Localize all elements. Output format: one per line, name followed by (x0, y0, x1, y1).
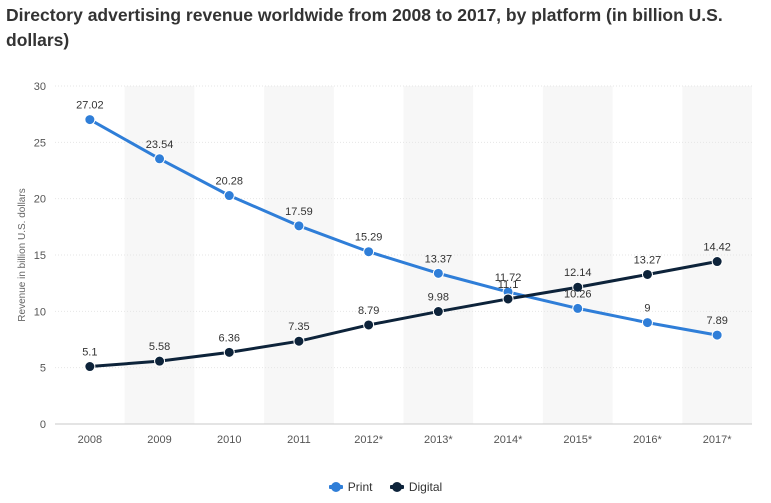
x-tick-label: 2011 (287, 434, 311, 446)
data-label-digital: 9.98 (428, 292, 449, 304)
series-line-digital (89, 260, 718, 369)
plot-band (682, 86, 752, 424)
legend-marker-digital (389, 482, 404, 492)
x-tick-label: 2008 (78, 434, 102, 446)
data-point-print[interactable] (293, 220, 305, 232)
data-point-digital[interactable] (223, 346, 235, 358)
legend-item-digital[interactable]: Digital (389, 480, 443, 494)
grid-lines (55, 85, 752, 425)
data-label-digital: 7.35 (288, 321, 309, 333)
x-tick-label: 2014* (494, 434, 523, 446)
y-tick-label: 20 (34, 194, 46, 206)
legend-label-digital: Digital (408, 480, 443, 494)
data-point-digital[interactable] (154, 355, 166, 367)
legend-marker-print (328, 482, 343, 492)
data-point-print[interactable] (572, 302, 584, 314)
y-tick-label: 15 (34, 250, 46, 262)
y-tick-label: 30 (34, 81, 46, 93)
series-lines (89, 118, 718, 369)
data-label-print: 23.54 (146, 139, 174, 151)
x-axis-ticks: 2008 2009 2010 2011 2012* 2013* 2014* 2015* 2016… (78, 434, 733, 446)
data-point-digital[interactable] (502, 293, 514, 305)
data-point-digital[interactable] (84, 361, 96, 373)
series-line-print (89, 118, 718, 337)
data-point-digital[interactable] (572, 281, 584, 293)
data-point-digital[interactable] (432, 306, 444, 318)
x-tick-label: 2015* (563, 434, 592, 446)
data-point-print[interactable] (432, 267, 444, 279)
data-label-digital: 5.1 (82, 347, 97, 359)
data-labels: 27.02 23.54 20.28 17.59 15.29 13.37 11.72 10.26… (76, 100, 731, 359)
data-label-print: 7.89 (706, 315, 727, 327)
data-label-digital: 12.14 (564, 267, 592, 279)
data-label-print: 27.02 (76, 100, 104, 112)
y-tick-label: 10 (34, 306, 46, 318)
x-tick-label: 2010 (217, 434, 241, 446)
data-label-print: 20.28 (215, 176, 243, 188)
data-point-digital[interactable] (293, 335, 305, 347)
data-point-print[interactable] (154, 153, 166, 165)
y-axis-label: Revenue in billion U.S. dollars (17, 188, 28, 321)
data-label-digital: 6.36 (219, 332, 240, 344)
data-point-digital[interactable] (641, 268, 653, 280)
x-tick-label: 2012* (354, 434, 383, 446)
y-axis-ticks: 0 5 10 15 20 25 30 (34, 81, 46, 431)
x-tick-label: 2009 (147, 434, 171, 446)
chart-title: Directory advertising revenue worldwide … (6, 5, 723, 50)
data-label-digital: 11.1 (498, 279, 519, 291)
legend-label-print: Print (347, 480, 373, 494)
data-label-digital: 13.27 (634, 254, 662, 266)
data-label-digital: 5.58 (149, 341, 170, 353)
data-label-digital: 8.79 (358, 305, 379, 317)
legend: Print Digital (0, 478, 771, 494)
y-tick-label: 25 (34, 137, 46, 149)
data-label-print: 15.29 (355, 232, 383, 244)
data-label-digital: 14.42 (703, 242, 731, 254)
plot-band (124, 86, 195, 424)
x-tick-label: 2016* (633, 434, 662, 446)
data-point-digital[interactable] (711, 256, 723, 268)
data-point-print[interactable] (223, 190, 235, 202)
data-label-print: 9 (644, 303, 650, 315)
x-tick-label: 2013* (424, 434, 453, 446)
data-label-print: 17.59 (285, 206, 313, 218)
data-label-print: 11.72 (495, 272, 522, 284)
data-label-print: 13.37 (425, 253, 453, 265)
legend-item-print[interactable]: Print (328, 480, 373, 494)
y-tick-label: 0 (40, 419, 46, 431)
data-point-print[interactable] (363, 246, 375, 258)
series-points (84, 114, 723, 373)
y-tick-label: 5 (40, 363, 46, 375)
data-point-print[interactable] (84, 114, 96, 126)
data-point-digital[interactable] (363, 319, 375, 331)
data-point-print[interactable] (711, 329, 723, 341)
data-label-print: 10.26 (564, 288, 592, 300)
x-tick-label: 2017* (703, 434, 732, 446)
data-point-print[interactable] (641, 317, 653, 329)
